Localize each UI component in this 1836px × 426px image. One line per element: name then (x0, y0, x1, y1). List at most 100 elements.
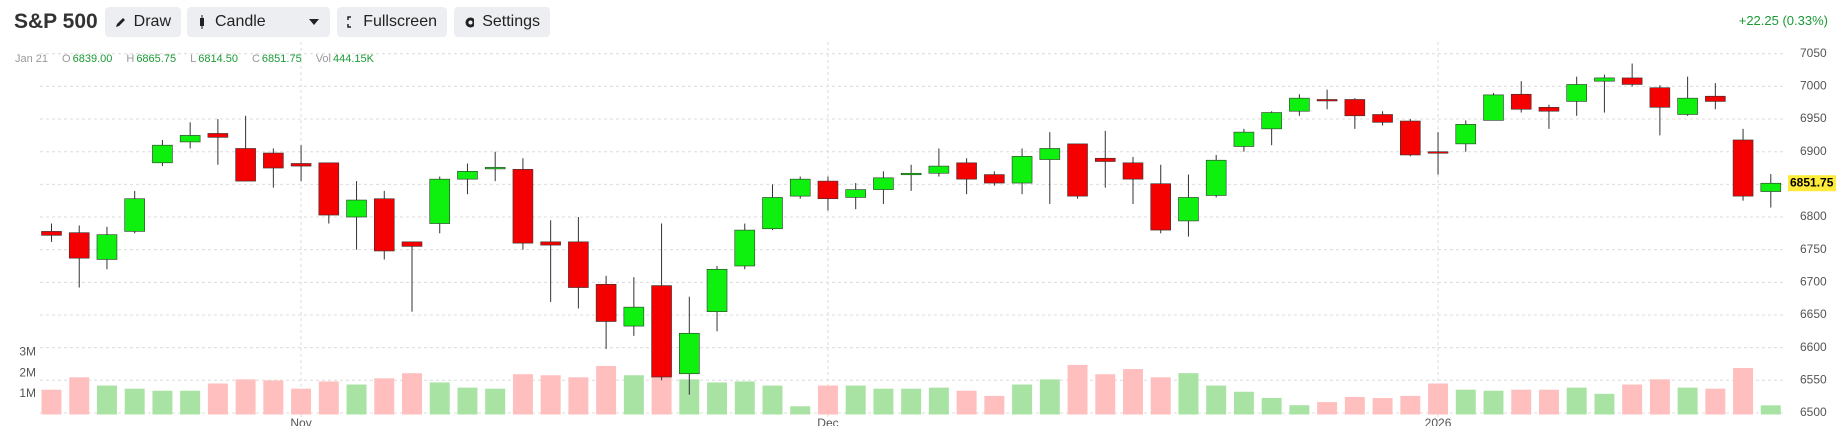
candle-body (235, 148, 256, 182)
low-field: L 6814.50 (190, 53, 238, 65)
x-tick-label: 2026 (1425, 416, 1452, 426)
candle-body (318, 162, 340, 216)
candle-body (568, 241, 589, 288)
price-change: +22.25 (0.33%) (1738, 13, 1828, 28)
draw-button[interactable]: Draw (105, 7, 181, 37)
candle-body (984, 174, 1005, 184)
candle-body (1483, 94, 1504, 121)
candle-body (1510, 93, 1532, 110)
label: Vol (315, 53, 331, 65)
y-tick-label: 6750 (1800, 242, 1827, 256)
candle-body (956, 162, 977, 180)
candle-body (1538, 107, 1560, 112)
candle-body (429, 178, 451, 224)
volume-bar (512, 374, 533, 415)
candle-body (651, 285, 672, 378)
volume-bar (790, 406, 811, 415)
volume-bar (291, 388, 312, 415)
candle-body (873, 177, 894, 190)
volume-bar (817, 385, 838, 415)
candle-body (817, 180, 839, 200)
candle-body (263, 152, 284, 169)
volume-bar (734, 381, 755, 415)
candle-body (540, 241, 561, 246)
y-tick-label: 6900 (1800, 144, 1827, 158)
candle-body (346, 199, 367, 218)
fullscreen-button[interactable]: Fullscreen (337, 7, 447, 37)
candle-body (1039, 148, 1061, 160)
candle-body (900, 172, 922, 176)
last-price-label: 6851.75 (1790, 175, 1834, 189)
candle-body (1400, 120, 1421, 156)
volume-bar (1733, 368, 1754, 415)
candle-body (1289, 97, 1310, 112)
volume-bar (1206, 385, 1227, 415)
volume-bar (1261, 397, 1282, 415)
volume-bar (901, 388, 922, 415)
candle-body (512, 169, 534, 244)
chart-type-button[interactable]: Candle (187, 7, 330, 37)
volume-bar (1538, 389, 1559, 415)
volume-bar (845, 385, 866, 415)
volume-bar (596, 365, 617, 415)
candle-body (1261, 112, 1282, 130)
candle-body (484, 167, 506, 170)
candle-body (1011, 155, 1033, 184)
volume-bar (96, 385, 117, 415)
value: 444.15K (332, 53, 374, 65)
x-tick-label: Dec (817, 416, 838, 426)
volume-bar (180, 390, 201, 415)
volume-bar (1123, 369, 1143, 415)
value: 6814.50 (198, 53, 238, 65)
volume-bar (1178, 373, 1199, 415)
open-field: O 6839.00 (62, 53, 112, 65)
volume-bar (540, 375, 561, 415)
volume-bar (873, 388, 894, 415)
candle-body (1316, 99, 1338, 102)
candle-body (1344, 99, 1366, 117)
candle-body (179, 135, 201, 143)
volume-bar (1677, 387, 1698, 415)
candle-body (1594, 77, 1615, 82)
candle-body (789, 178, 811, 197)
volume-bar (41, 389, 62, 415)
candle-body (96, 234, 118, 260)
volume-bar (1372, 397, 1393, 415)
candle-icon (200, 15, 204, 29)
volume-bar (679, 379, 700, 415)
candle-body (623, 306, 645, 327)
volume-bar (485, 388, 506, 415)
button-label: Draw (133, 13, 171, 30)
settings-button[interactable]: Settings (454, 7, 550, 37)
y-tick-label: 7050 (1800, 46, 1827, 60)
candle-body (124, 198, 145, 232)
y-tick-label: 6600 (1800, 340, 1827, 354)
volume-bar (1428, 383, 1449, 415)
button-label: Fullscreen (363, 13, 437, 30)
candle-body (1677, 97, 1698, 115)
candle-body (373, 198, 395, 252)
volume-field: Vol 444.15K (316, 53, 374, 65)
volume-bar (152, 390, 173, 415)
volume-bar (1344, 396, 1365, 415)
candle-body (595, 283, 617, 322)
candle-body (845, 189, 866, 198)
volume-bar (651, 377, 672, 415)
y-tick-label: 6550 (1800, 372, 1827, 386)
volume-bar (1400, 395, 1421, 415)
candle-body (1649, 87, 1671, 108)
candle-body (1372, 114, 1393, 123)
volume-bar (1039, 379, 1060, 415)
volume-bar (1622, 384, 1643, 415)
value: 6865.75 (136, 53, 177, 65)
candle-body (1178, 197, 1199, 222)
volume-bar (1233, 391, 1254, 415)
value: 6839.00 (72, 53, 113, 65)
volume-bar (429, 382, 450, 415)
volume-bar (346, 384, 367, 415)
volume-bar (1649, 379, 1670, 415)
volume-bar (1483, 390, 1504, 415)
label: L (190, 53, 197, 65)
